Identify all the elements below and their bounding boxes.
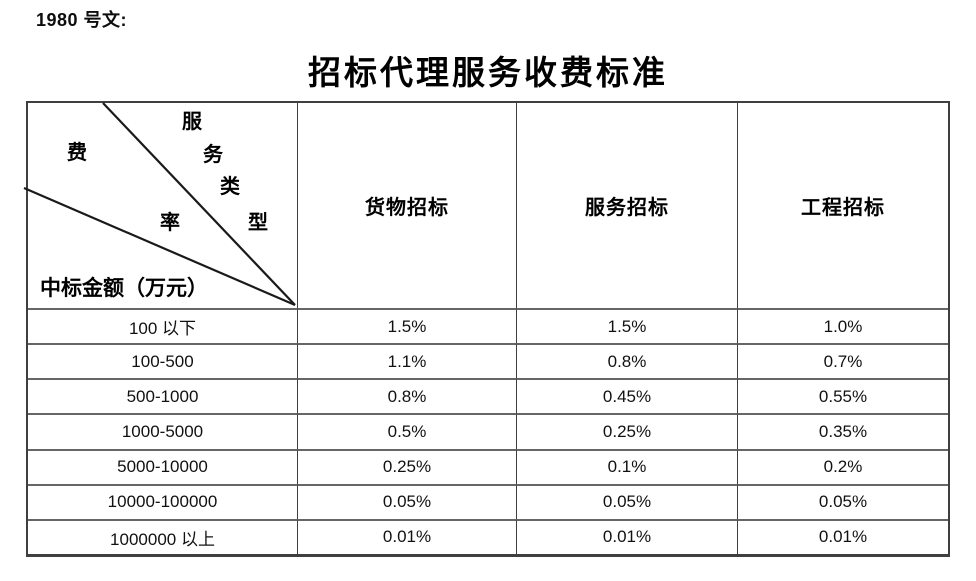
row-label: 1000-5000 [28,413,298,449]
row-label: 500-1000 [28,378,298,414]
row-label: 1000000 以上 [28,518,298,554]
fee-value: 0.25% [298,448,517,484]
row-label: 100-500 [28,343,298,379]
corner-label-service-type-char: 服 [182,111,202,133]
corner-label-bid-amount: 中标金额（万元） [40,276,208,300]
doc-reference-label: 1980 号文: [36,10,128,30]
row-label: 5000-10000 [28,448,298,484]
column-header-engineering-bidding: 工程招标 [801,197,885,219]
fee-value: 0.45% [517,378,738,414]
fee-value: 0.8% [298,378,517,414]
fee-value: 0.25% [517,413,738,449]
fee-value: 0.7% [738,343,948,378]
fee-value: 0.1% [517,448,738,484]
fee-value: 1.0% [738,308,948,343]
fee-value: 0.8% [517,343,738,379]
fee-value: 0.5% [298,413,517,449]
diagonal-divider-lines [23,102,296,307]
fee-value: 0.55% [738,378,948,413]
fee-standard-table: 服 务 类 型 费 率 中标金额（万元） 货物招标 服务招标 工程招标 100 … [23,101,950,557]
fee-value: 0.01% [298,518,517,554]
fee-value: 0.05% [517,483,738,519]
fee-value: 0.01% [517,518,738,554]
fee-value: 0.35% [738,413,948,448]
fee-value: 0.05% [738,483,948,519]
corner-label-fee-rate-char: 率 [160,212,180,234]
fee-value: 0.05% [298,483,517,519]
row-label: 10000-100000 [28,483,298,519]
corner-label-service-type-char: 类 [220,176,240,198]
column-header-service-bidding: 服务招标 [517,103,738,308]
fee-value: 0.2% [738,448,948,484]
fee-value: 1.1% [298,343,517,379]
table-corner-cell: 服 务 类 型 费 率 中标金额（万元） [23,102,298,308]
fee-value: 0.01% [738,518,948,554]
fee-value: 1.5% [517,308,738,344]
fee-value: 1.5% [298,308,517,344]
corner-label-service-type-char: 型 [248,212,268,234]
row-label: 100 以下 [28,308,298,344]
column-header-goods-bidding: 货物招标 [298,103,517,308]
corner-label-fee-rate-char: 费 [67,142,87,164]
corner-label-service-type-char: 务 [203,144,223,166]
page-title: 招标代理服务收费标准 [308,56,668,92]
